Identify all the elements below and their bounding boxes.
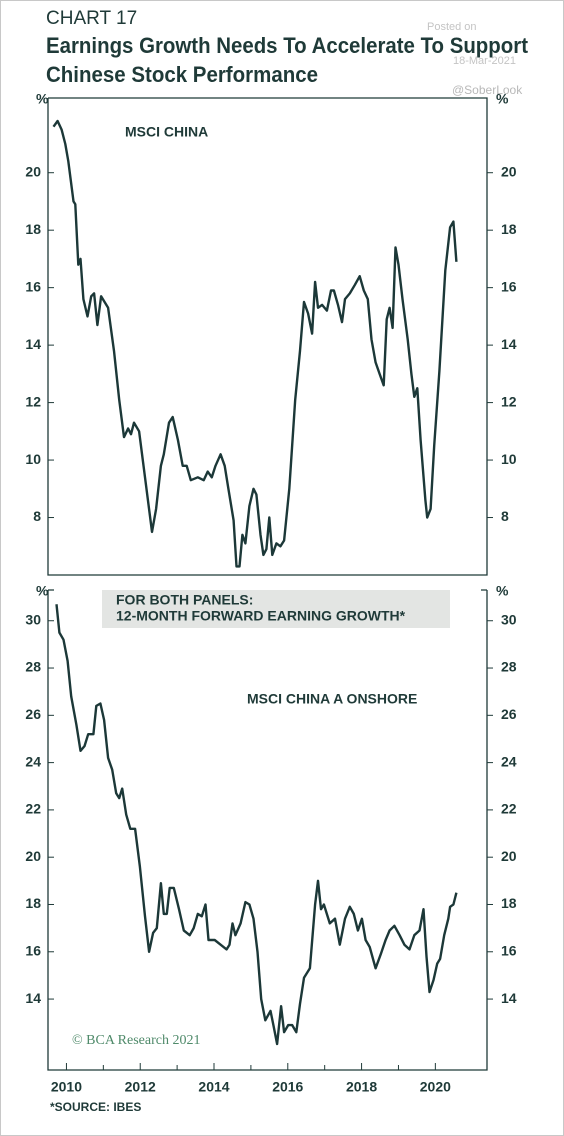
y-tick-label: 14	[501, 336, 517, 352]
y-tick-label: 14	[25, 336, 41, 352]
chart-title: Earnings Growth Needs To Accelerate To S…	[46, 33, 529, 58]
y-tick-label: 18	[501, 895, 517, 911]
y-tick-label: 16	[25, 278, 41, 294]
y-unit: %	[36, 91, 49, 107]
y-tick-label: 20	[25, 163, 41, 179]
x-tick-label: 2020	[420, 1079, 451, 1095]
panel-label: MSCI CHINA A ONSHORE	[247, 691, 417, 707]
y-tick-label: 30	[25, 611, 41, 627]
source: *SOURCE: IBES	[50, 1100, 141, 1114]
watermark: Posted on	[427, 21, 477, 33]
panel-frame	[47, 589, 488, 1071]
note: FOR BOTH PANELS:	[116, 592, 253, 608]
y-tick-label: 24	[501, 753, 517, 769]
x-tick-label: 2012	[125, 1079, 156, 1095]
y-tick-label: 16	[25, 942, 41, 958]
chart-number: CHART 17	[46, 8, 137, 29]
y-tick-label: 16	[501, 278, 517, 294]
y-tick-label: 26	[25, 706, 41, 722]
y-unit: %	[496, 91, 509, 107]
y-tick-label: 30	[501, 611, 517, 627]
x-tick-label: 2016	[272, 1079, 303, 1095]
y-tick-label: 20	[501, 848, 517, 864]
y-tick-label: 24	[25, 753, 41, 769]
y-tick-label: 10	[501, 451, 517, 467]
y-tick-label: 22	[25, 801, 41, 817]
y-tick-label: 16	[501, 942, 517, 958]
x-tick-label: 2010	[51, 1079, 82, 1095]
y-tick-label: 28	[25, 659, 41, 675]
y-tick-label: 18	[501, 221, 517, 237]
x-tick-label: 2018	[346, 1079, 377, 1095]
y-tick-label: 12	[25, 393, 41, 409]
data-line	[52, 119, 458, 568]
y-tick-label: 20	[501, 163, 517, 179]
y-unit: %	[36, 583, 49, 599]
y-tick-label: 8	[501, 508, 509, 524]
data-line	[55, 604, 458, 1046]
y-tick-label: 26	[501, 706, 517, 722]
y-tick-label: 14	[501, 990, 517, 1006]
panel-frame	[47, 97, 488, 576]
y-tick-label: 14	[25, 990, 41, 1006]
y-tick-label: 10	[25, 451, 41, 467]
chart-title: Chinese Stock Performance	[46, 62, 318, 87]
y-tick-label: 22	[501, 801, 517, 817]
note: 12-MONTH FORWARD EARNING GROWTH*	[116, 608, 406, 624]
panel-label: MSCI CHINA	[125, 124, 208, 140]
watermark: 18-Mar-2021	[453, 55, 516, 67]
y-tick-label: 18	[25, 221, 41, 237]
y-tick-label: 18	[25, 895, 41, 911]
note-box	[102, 590, 450, 628]
y-tick-label: 12	[501, 393, 517, 409]
x-tick-label: 2014	[198, 1079, 229, 1095]
y-tick-label: 28	[501, 659, 517, 675]
y-tick-label: 8	[33, 508, 41, 524]
y-unit: %	[496, 583, 509, 599]
y-tick-label: 20	[25, 848, 41, 864]
copyright: © BCA Research 2021	[72, 1033, 200, 1048]
watermark: @SoberLook	[452, 83, 523, 97]
